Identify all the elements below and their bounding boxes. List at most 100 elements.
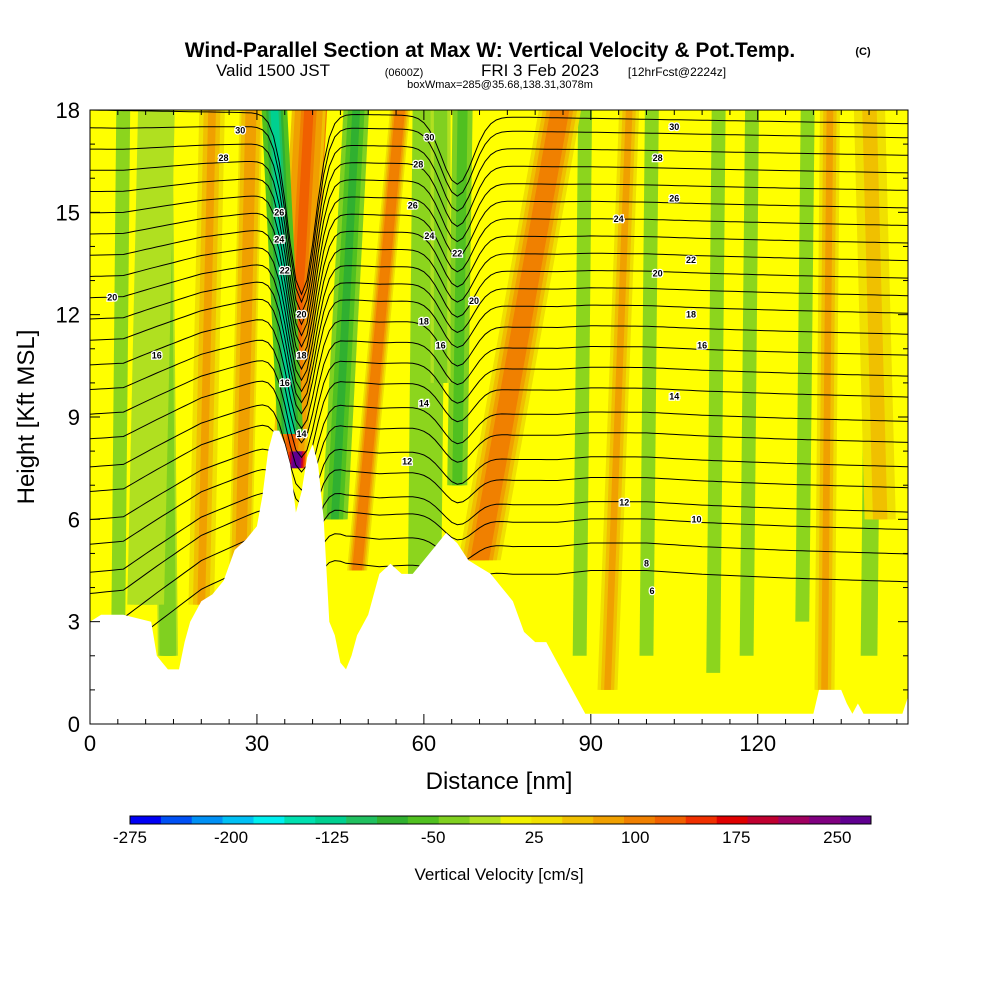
theta-contour-label: 20 (469, 296, 479, 306)
theta-contour-label: 28 (219, 153, 229, 163)
theta-contour-line (90, 178, 908, 337)
theta-contour-label: 26 (274, 207, 284, 217)
colorbar-swatch (593, 816, 625, 824)
theta-contour-line (90, 424, 908, 506)
colorbar-swatch (809, 816, 841, 824)
updraft-plume (353, 110, 404, 571)
box-wmax-info: boxWmax=285@35.68,138.31,3078m (407, 79, 593, 91)
theta-contour-label: 24 (424, 231, 434, 241)
theta-contour-line (90, 195, 908, 348)
theta-contour-line (90, 319, 908, 430)
theta-contour-label: 20 (107, 293, 117, 303)
colorbar-swatch (222, 816, 254, 824)
colorbar-tick-label: -200 (214, 828, 248, 847)
colorbar-swatch (716, 816, 748, 824)
theta-contour-line (90, 468, 908, 545)
theta-contour-labels: 30 28 20 16 26 24 22 20 18 16 14 30 28 26 24 22 20 18 16 14… (106, 121, 708, 597)
theta-contour-label: 22 (686, 255, 696, 265)
y-tick-label: 12 (56, 303, 80, 328)
theta-contour-label: 28 (653, 153, 663, 163)
x-tick-label: 30 (245, 731, 269, 756)
colorbar-swatch (685, 816, 717, 824)
downdraft-plume (453, 110, 466, 486)
downdraft-plume (330, 110, 361, 520)
colorbar-swatch (160, 816, 193, 824)
colorbar-swatch (469, 816, 501, 824)
colorbar-tick-label: -275 (113, 828, 147, 847)
theta-contour-label: 14 (669, 392, 679, 402)
valid-zulu: (0600Z) (385, 67, 424, 79)
theta-contour-label: 16 (152, 351, 162, 361)
theta-contour-label: 20 (653, 269, 663, 279)
theta-contour-line (90, 264, 908, 393)
theta-contour-line (90, 247, 908, 382)
theta-contour-label: 26 (669, 194, 679, 204)
colorbar-tick-labels: -275 -200 -125 -50 25 100 175 250 (113, 828, 852, 847)
theta-contour-label: 24 (274, 235, 284, 245)
colorbar-swatch (531, 816, 563, 824)
theta-contour-line (90, 339, 908, 444)
copyright-mark: (C) (855, 46, 871, 58)
valid-time: Valid 1500 JST (216, 61, 330, 80)
colorbar-swatch (500, 816, 532, 824)
colorbar-swatch (315, 816, 347, 824)
colorbar-swatch (438, 816, 470, 824)
colorbar-swatch (407, 816, 440, 824)
x-tick-label: 0 (84, 731, 96, 756)
downdraft-plume (270, 110, 295, 435)
y-tick-label: 15 (56, 200, 80, 225)
colorbar-swatch (840, 816, 872, 824)
y-tick-label: 6 (68, 507, 80, 532)
theta-contour-line (90, 533, 908, 623)
forecast-info: [12hrFcst@2224z] (628, 65, 726, 79)
theta-contour-label: 12 (402, 456, 412, 466)
updraft-plume (197, 110, 216, 605)
theta-contour-label: 6 (650, 586, 655, 596)
theta-contour-label: 22 (452, 248, 462, 258)
theta-contour-label: 30 (424, 132, 434, 142)
plot-area: 30 28 20 16 26 24 22 20 18 16 14 30 28 26 24 22 20 18 16 14… (90, 110, 908, 724)
weak-downdraft-streak (110, 110, 131, 673)
valid-date: FRI 3 Feb 2023 (481, 61, 599, 80)
colorbar-swatch (191, 816, 223, 824)
colorbar-tick-label: -125 (315, 828, 349, 847)
y-axis: 0 3 6 9 12 15 18 (56, 98, 908, 737)
theta-contour-label: 26 (408, 201, 418, 211)
theta-contour-line (90, 281, 908, 404)
chart-title: Wind-Parallel Section at Max W: Vertical… (185, 39, 796, 62)
updraft-plume (865, 110, 885, 520)
theta-contour-line (90, 212, 908, 360)
terrain-mask (90, 430, 908, 724)
theta-contour-line (90, 110, 908, 296)
colorbar-tick-label: -50 (421, 828, 446, 847)
colorbar-tick-label: 25 (525, 828, 544, 847)
updraft-plume (821, 110, 834, 690)
theta-contour-line (90, 298, 908, 415)
x-axis: 0 30 60 90 120 (84, 110, 898, 756)
theta-contour-label: 14 (419, 398, 429, 408)
theta-contour-line (90, 143, 908, 315)
colorbar-swatch (346, 816, 378, 824)
weak-downdraft-streak (795, 110, 815, 622)
colorbar-swatch (284, 816, 316, 824)
colorbar-frame (129, 815, 872, 825)
updraft-plume (604, 110, 633, 690)
x-axis-label: Distance [nm] (426, 768, 573, 795)
x-tick-label: 90 (579, 731, 603, 756)
theta-contour-line (90, 448, 908, 524)
updraft-plume (473, 110, 566, 561)
colorbar-swatch (624, 816, 656, 824)
weak-downdraft-streak (739, 110, 759, 656)
theta-contour-label: 16 (436, 340, 446, 350)
y-axis-label: Height [Kft MSL] (13, 330, 40, 505)
x-tick-label: 60 (412, 731, 436, 756)
theta-contour-label: 12 (619, 497, 629, 507)
theta-contour-label: 18 (686, 310, 696, 320)
colorbar-swatch (747, 816, 779, 824)
theta-contour-label: 22 (280, 265, 290, 275)
theta-contour-label: 18 (296, 351, 306, 361)
colorbar-tick-label: 175 (722, 828, 750, 847)
theta-contour-label: 30 (669, 122, 679, 132)
theta-contour-line (90, 126, 908, 304)
